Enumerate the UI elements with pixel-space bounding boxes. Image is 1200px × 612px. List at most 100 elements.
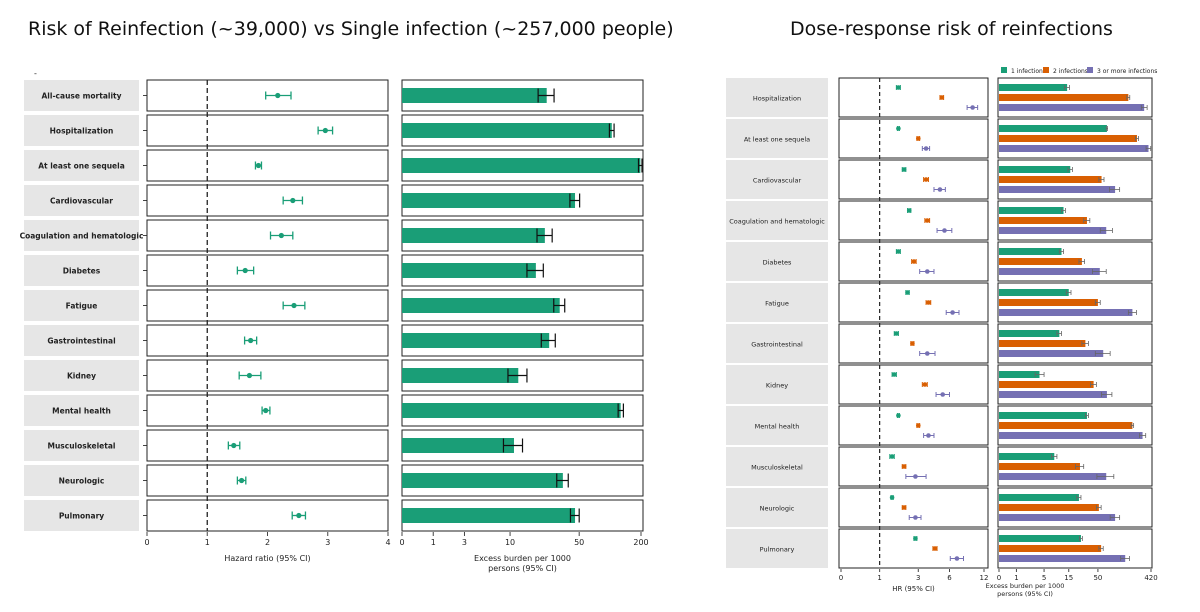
x-tick-label: 0 <box>839 574 843 582</box>
excess-bar <box>402 473 563 488</box>
right-chart-title: Dose-response risk of reinfections <box>790 18 1113 40</box>
x-tick-label: 15 <box>1064 574 1073 582</box>
hr-point <box>296 512 302 519</box>
category-label-bg <box>726 406 828 445</box>
x-tick-label: 4 <box>385 538 390 547</box>
excess-bar <box>402 508 576 523</box>
hr-point <box>940 392 946 397</box>
excess-bar <box>999 84 1068 91</box>
excess-bar <box>999 504 1099 511</box>
hr-point <box>889 454 895 459</box>
hr-point <box>937 187 943 192</box>
hr-point <box>242 267 248 274</box>
hr-point <box>896 413 901 418</box>
excess-bar <box>999 186 1116 193</box>
hr-point <box>954 556 960 561</box>
hr-point <box>290 197 296 204</box>
x-axis-label-line2: persons (95% CI) <box>997 590 1053 598</box>
category-label: Cardiovascular <box>50 197 113 206</box>
excess-bar <box>999 340 1086 347</box>
x-tick-label: 2 <box>265 538 270 547</box>
excess-bar <box>999 258 1082 265</box>
forest-panel <box>838 159 989 200</box>
excess-bar <box>999 94 1129 101</box>
hr-point <box>911 259 917 264</box>
category-label-bg <box>24 220 139 251</box>
hr-point <box>231 442 237 449</box>
category-label-bg <box>24 430 139 461</box>
category-label: Musculoskeletal <box>751 464 803 472</box>
category-label: Pulmonary <box>59 512 104 521</box>
hr-point <box>924 351 930 356</box>
category-label-bg <box>24 325 139 356</box>
x-tick-label: 0 <box>144 538 149 547</box>
category-label: Diabetes <box>63 267 101 276</box>
excess-bar <box>999 207 1064 214</box>
excess-bar <box>999 391 1107 398</box>
hr-point <box>913 515 918 520</box>
category-label-bg <box>24 395 139 426</box>
category-label-bg <box>24 500 139 531</box>
hr-point <box>922 382 928 387</box>
x-tick-label: 3 <box>325 538 330 547</box>
x-tick-label: 10 <box>505 538 515 547</box>
forest-panel <box>146 429 389 462</box>
x-tick-label: 0 <box>399 538 404 547</box>
category-label-bg <box>726 324 828 363</box>
forest-panel <box>838 118 989 159</box>
category-label: Mental health <box>52 407 111 416</box>
x-tick-label: 420 <box>1144 574 1157 582</box>
excess-bar <box>999 371 1040 378</box>
forest-panel <box>146 359 389 392</box>
hr-point <box>910 341 915 346</box>
x-tick-label: 3 <box>462 538 467 547</box>
hr-point <box>896 126 901 131</box>
category-label: Mental health <box>755 423 800 431</box>
forest-panel <box>146 114 389 147</box>
forest-panel <box>838 282 989 323</box>
hr-point <box>238 477 245 484</box>
category-label-bg <box>726 529 828 568</box>
hr-point <box>255 162 262 169</box>
excess-bar <box>999 381 1094 388</box>
category-label: Pulmonary <box>760 546 795 554</box>
x-axis-label: Excess burden per 1000 <box>986 582 1065 590</box>
forest-panel <box>838 528 989 569</box>
x-axis-label: HR (95% CI) <box>892 585 935 593</box>
category-label-bg <box>24 150 139 181</box>
hr-point <box>924 218 930 223</box>
hr-point <box>891 372 897 377</box>
x-tick-label: 50 <box>574 538 584 547</box>
hr-point <box>322 127 328 134</box>
category-label-bg <box>24 185 139 216</box>
excess-bar <box>999 514 1116 521</box>
hr-point <box>942 228 947 233</box>
category-label: Diabetes <box>763 259 792 267</box>
x-tick-label: 0 <box>997 574 1001 582</box>
excess-bar <box>999 412 1087 419</box>
hr-point <box>278 232 284 239</box>
hr-point <box>246 372 253 379</box>
hr-point <box>263 407 269 414</box>
hr-point <box>901 167 907 172</box>
hr-point <box>926 300 931 305</box>
forest-panel <box>838 364 989 405</box>
excess-bar <box>999 453 1055 460</box>
forest-panel <box>838 77 989 118</box>
hr-point <box>915 136 921 141</box>
category-label: At least one sequela <box>38 162 125 171</box>
excess-bar <box>999 535 1081 542</box>
excess-bar <box>999 473 1107 480</box>
category-label-bg <box>726 365 828 404</box>
category-label-bg <box>24 465 139 496</box>
forest-panel <box>146 254 389 287</box>
excess-bar <box>999 176 1102 183</box>
category-label-bg <box>726 447 828 486</box>
excess-bar <box>999 494 1079 501</box>
category-label: Hospitalization <box>50 127 114 136</box>
excess-bar <box>999 125 1107 132</box>
x-tick-label: 50 <box>1093 574 1102 582</box>
category-label: Coagulation and hematologic <box>20 232 144 241</box>
category-label: All-cause mortality <box>42 92 122 101</box>
x-tick-label: 6 <box>947 574 952 582</box>
